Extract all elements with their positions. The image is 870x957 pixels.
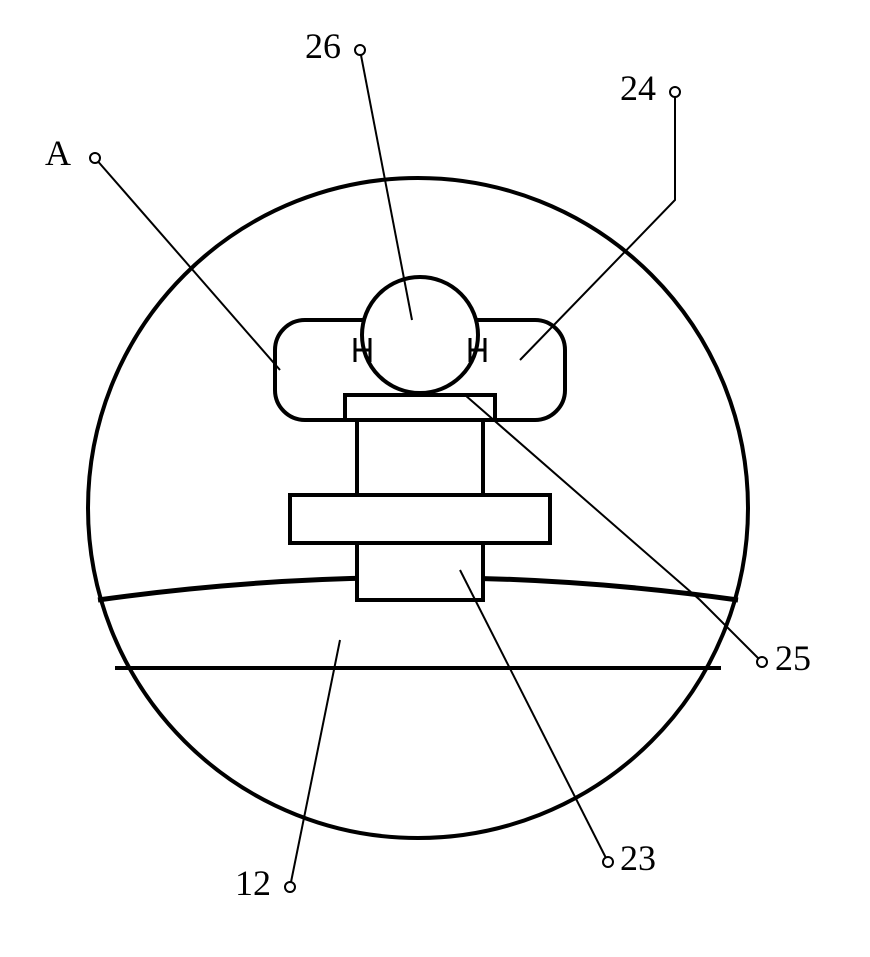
label-A: A (45, 133, 71, 173)
pillar-upper (357, 420, 483, 495)
label-23: 23 (620, 838, 656, 878)
leader-dot-26 (355, 45, 365, 55)
ball (362, 277, 478, 393)
leader-dot-25 (757, 657, 767, 667)
leader-dot-A (90, 153, 100, 163)
label-12: 12 (235, 863, 271, 903)
leader-A (95, 158, 280, 370)
leader-dot-12 (285, 882, 295, 892)
leader-12 (290, 640, 340, 887)
label-25: 25 (775, 638, 811, 678)
cross-bar (290, 495, 550, 543)
leader-dot-23 (603, 857, 613, 867)
label-26: 26 (305, 26, 341, 66)
label-24: 24 (620, 68, 656, 108)
head-slot (345, 395, 495, 420)
leader-26 (360, 50, 412, 320)
leader-dot-24 (670, 87, 680, 97)
